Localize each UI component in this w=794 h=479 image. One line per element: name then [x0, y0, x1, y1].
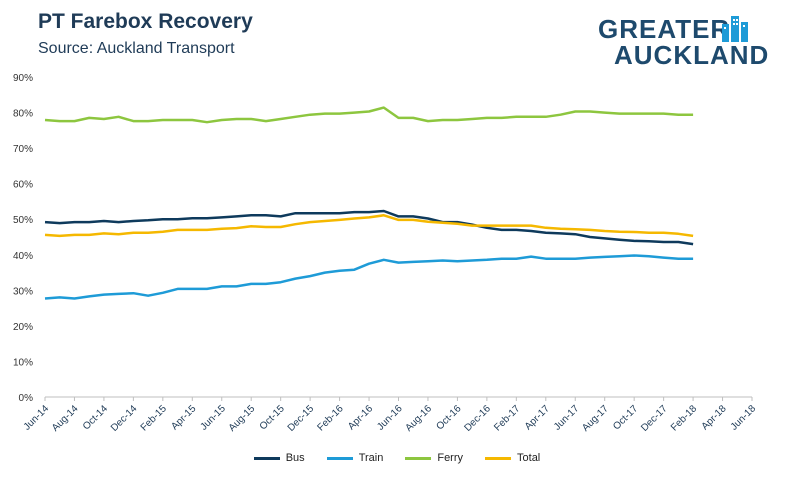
x-tick-label: Aug-15 [227, 403, 258, 434]
greater-auckland-logo: GREATER AUCKLAND [598, 12, 778, 70]
legend-label: Total [517, 452, 541, 464]
y-tick-label: 10% [13, 357, 33, 368]
x-tick-label: Oct-14 [81, 403, 110, 432]
x-tick-label: Dec-17 [639, 403, 670, 434]
series-line-total [44, 214, 694, 238]
legend-swatch [253, 456, 280, 460]
x-tick-label: Feb-15 [139, 403, 169, 433]
x-tick-label: Aug-14 [50, 403, 81, 434]
y-tick-label: 70% [13, 144, 33, 155]
x-tick-label: Jun-14 [22, 403, 52, 433]
x-tick-label: Apr-15 [169, 403, 198, 432]
logo-text-line2: AUCKLAND [614, 40, 770, 70]
x-tick-label: Aug-17 [580, 403, 611, 434]
legend-swatch [405, 456, 432, 460]
legend-label: Train [358, 452, 384, 464]
x-tick-label: Feb-16 [316, 403, 346, 433]
x-tick-label: Jun-18 [729, 403, 759, 433]
skyline-icon [722, 16, 748, 42]
y-axis: 0% 10% 20% 30% 40% 50% 60% 70% 80% 90% [13, 73, 33, 404]
series-line-ferry [44, 106, 694, 124]
legend-swatch [485, 456, 512, 460]
y-tick-label: 0% [19, 393, 34, 404]
legend-label: Ferry [437, 452, 464, 464]
logo-text-line1: GREATER [598, 14, 731, 44]
legend-item-total: Total [485, 452, 540, 464]
y-tick-label: 20% [13, 322, 33, 333]
chart-subtitle: Source: Auckland Transport [38, 40, 235, 57]
y-tick-label: 50% [13, 215, 33, 226]
x-tick-label: Jun-17 [552, 403, 582, 433]
x-tick-label: Jun-15 [198, 403, 228, 433]
x-tick-label: Feb-17 [492, 403, 522, 433]
x-tick-label: Oct-16 [435, 403, 464, 432]
legend-label: Bus [285, 452, 305, 464]
y-tick-label: 90% [13, 73, 33, 84]
x-tick-label: Dec-15 [286, 403, 317, 434]
x-tick-label: Jun-16 [375, 403, 405, 433]
y-tick-label: 30% [13, 286, 33, 297]
x-tick-label: Apr-16 [346, 403, 375, 432]
legend-swatch [326, 456, 353, 460]
x-tick-label: Apr-18 [700, 403, 729, 432]
x-tick-label: Oct-17 [611, 403, 640, 432]
x-tick-label: Oct-15 [258, 403, 287, 432]
chart-title: PT Farebox Recovery [38, 10, 253, 33]
legend-item-ferry: Ferry [405, 452, 463, 464]
x-tick-label: Dec-14 [109, 403, 140, 434]
legend: Bus Train Ferry Total [0, 452, 794, 464]
y-tick-label: 60% [13, 180, 33, 191]
x-tick-label: Feb-18 [669, 403, 699, 433]
y-tick-label: 40% [13, 251, 33, 262]
x-tick-label: Apr-17 [523, 403, 552, 432]
legend-item-train: Train [326, 452, 384, 464]
x-tick-label: Dec-16 [462, 403, 493, 434]
series-line-bus [44, 209, 694, 246]
x-tick-label: Aug-16 [403, 403, 434, 434]
legend-item-bus: Bus [253, 452, 305, 464]
y-tick-label: 80% [13, 109, 33, 120]
series-lines [44, 106, 694, 300]
series-line-train [44, 254, 694, 300]
